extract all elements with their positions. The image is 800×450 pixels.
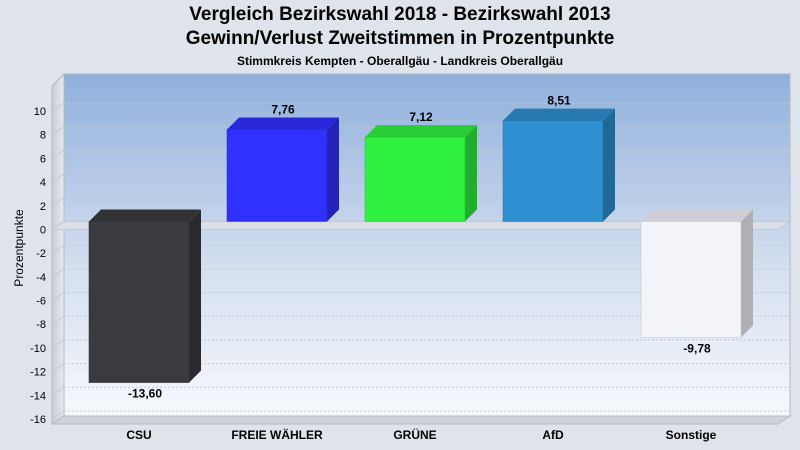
y-tick-label: 6 (40, 153, 46, 165)
y-tick-label: 2 (40, 201, 46, 213)
bar (640, 221, 742, 338)
data-label: 8,51 (547, 94, 571, 108)
bar-side (327, 117, 339, 222)
y-tick-label: -14 (30, 390, 46, 402)
chart-title-line2: Gewinn/Verlust Zweitstimmen in Prozentpu… (185, 28, 615, 49)
y-axis-label: Prozentpunkte (12, 209, 26, 287)
bar (88, 221, 190, 383)
chart-subtitle: Stimmkreis Kempten - Oberallgäu - Landkr… (236, 54, 564, 68)
x-tick-label: CSU (126, 428, 151, 442)
grid-line-wall (51, 102, 65, 112)
x-tick-label: Sonstige (666, 428, 717, 442)
y-tick-label: 10 (34, 106, 46, 118)
bar (502, 120, 604, 222)
bar-top (641, 209, 753, 222)
grid-line-wall (51, 126, 65, 136)
grid-line-wall (51, 268, 65, 278)
data-label: -9,78 (683, 341, 711, 355)
y-tick-label: -2 (36, 248, 46, 260)
bar-side (465, 125, 477, 222)
bar-top (227, 117, 339, 130)
bar-top (89, 209, 201, 222)
grid-line-wall (51, 292, 65, 301)
bar (364, 136, 466, 222)
y-tick-label: -6 (36, 296, 46, 308)
value-labels: -13,60 7,76 7,12 8,51 -9,78 (128, 94, 711, 401)
zero-plane (50, 220, 792, 230)
grid-line-wall (51, 149, 65, 159)
bar-top (365, 125, 477, 138)
y-tick-label: -8 (36, 319, 46, 331)
grid-line-wall (51, 339, 65, 349)
chart-title-line1: Vergleich Bezirkswahl 2018 - Bezirkswahl… (189, 4, 611, 25)
grid-line-wall (51, 315, 65, 325)
grid-line-wall (51, 386, 65, 396)
bar-side (603, 108, 615, 222)
grid-line-wall (51, 244, 65, 254)
bar-top (503, 108, 615, 121)
y-tick-label: -12 (30, 367, 46, 379)
y-tick-label: -4 (36, 272, 46, 284)
grid-line-wall (51, 197, 65, 207)
y-tick-label: -16 (30, 414, 46, 426)
data-label: -13,60 (128, 387, 162, 401)
bar-side (741, 209, 753, 338)
grid-line-wall (51, 363, 65, 373)
bars-group (88, 108, 753, 383)
y-tick-labels: 10 8 6 4 2 0 -2 -4 -6 -8 -10 -12 -14 -16 (30, 106, 46, 426)
y-tick-label: 4 (40, 177, 46, 189)
x-tick-labels: CSU FREIE WÄHLER GRÜNE AfD Sonstige (126, 427, 716, 442)
grid-line-wall (51, 410, 65, 420)
y-tick-label: 0 (40, 224, 46, 236)
data-label: 7,12 (409, 110, 433, 124)
plot-floor (50, 415, 792, 425)
zero-line (50, 220, 792, 230)
x-tick-label: FREIE WÄHLER (231, 427, 323, 442)
bar (226, 129, 328, 222)
x-tick-label: GRÜNE (393, 427, 436, 442)
bar-side (189, 209, 201, 383)
x-tick-label: AfD (542, 428, 564, 442)
data-label: 7,76 (271, 103, 295, 117)
grid-line-wall (51, 173, 65, 183)
y-tick-label: -10 (30, 343, 46, 355)
y-tick-label: 8 (40, 130, 46, 142)
